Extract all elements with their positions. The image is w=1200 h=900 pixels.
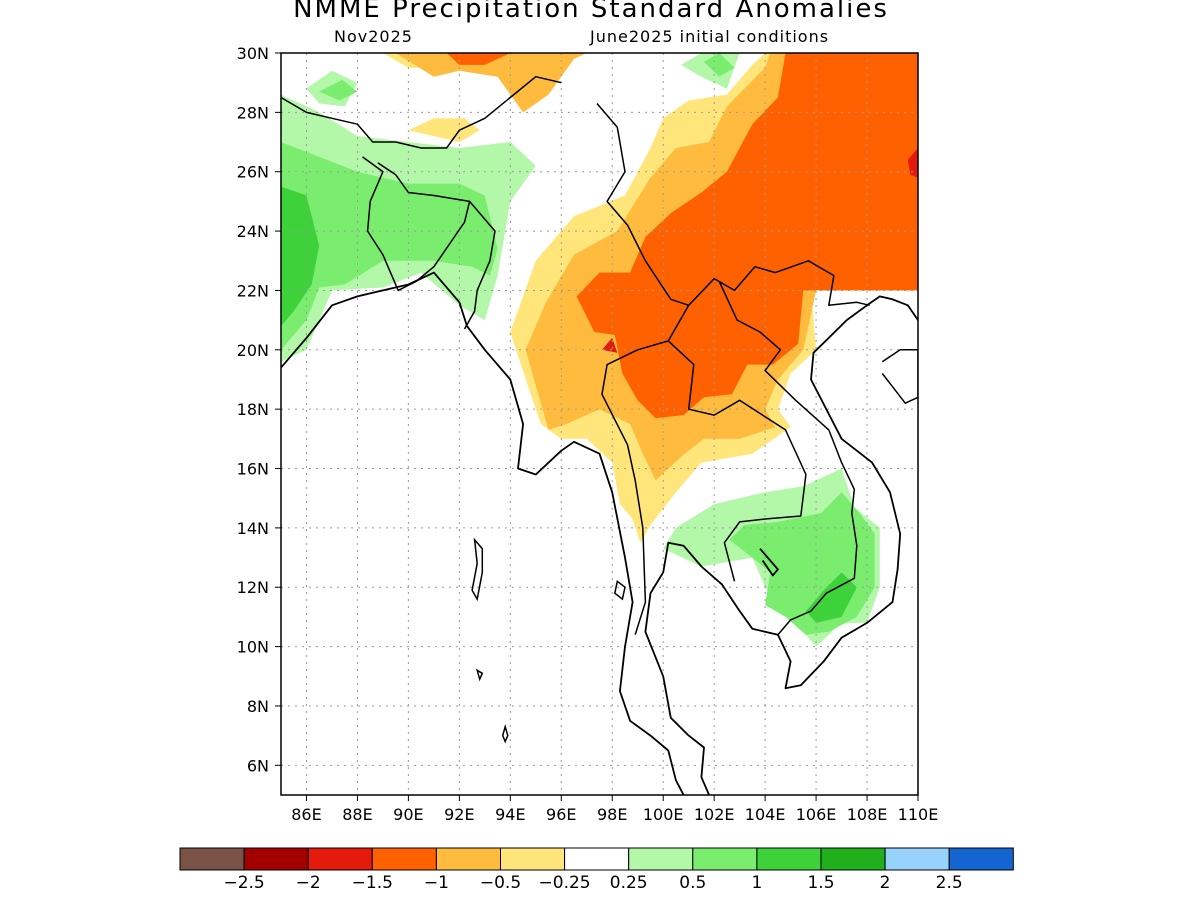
colorbar-label-11: 2.5 — [936, 873, 963, 893]
x-tick-label-88E: 88E — [342, 805, 372, 824]
island-mergui — [613, 579, 626, 601]
x-tick-label-110E: 110E — [898, 805, 939, 824]
colorbar-label-3: −1 — [424, 873, 449, 893]
x-tick-label-102E: 102E — [694, 805, 735, 824]
colorbar-swatch-2 — [307, 847, 373, 871]
y-tick-label-16N: 16N — [237, 460, 269, 479]
colorbar-label-0: −2.5 — [223, 873, 264, 893]
border-laos — [688, 260, 870, 307]
island-great-nicobar — [501, 723, 509, 744]
coastlines-borders — [281, 75, 918, 795]
anomaly-region-9 — [805, 572, 857, 623]
colorbar-label-7: 0.5 — [679, 873, 706, 893]
border-myanmar-china — [596, 103, 689, 307]
y-tick-label-8N: 8N — [247, 697, 269, 716]
x-tick-label-92E: 92E — [444, 805, 474, 824]
colorbar-swatch-8 — [692, 847, 758, 871]
border-thailand-laos — [667, 340, 807, 582]
colorbar-swatch-10 — [820, 847, 886, 871]
y-tick-label-22N: 22N — [237, 281, 269, 300]
colorbar-swatch-1 — [243, 847, 309, 871]
axis-ticks: 86E 88E 90E 92E 94E 96E 98E 100E 102E 104E 106E 108… — [237, 44, 939, 824]
x-tick-label-98E: 98E — [597, 805, 627, 824]
colorbar-label-5: −0.25 — [539, 873, 591, 893]
y-tick-label-30N: 30N — [237, 44, 269, 63]
chart-subtitle-left: Nov2025 — [334, 27, 413, 46]
x-tick-label-86E: 86E — [291, 805, 321, 824]
anomaly-region-13 — [395, 53, 587, 113]
colorbar-label-10: 2 — [880, 873, 891, 893]
y-tick-label-28N: 28N — [237, 103, 269, 122]
map-gridlines — [281, 53, 918, 795]
border-bangladesh — [362, 156, 471, 292]
x-tick-label-104E: 104E — [745, 805, 786, 824]
anomaly-region-5 — [319, 79, 358, 101]
chart-title: NMME Precipitation Standard Anomalies — [293, 0, 889, 24]
colorbar-swatch-9 — [756, 847, 822, 871]
x-tick-label-96E: 96E — [546, 805, 576, 824]
y-tick-label-26N: 26N — [237, 163, 269, 182]
y-tick-label-14N: 14N — [237, 519, 269, 538]
x-tick-label-90E: 90E — [393, 805, 423, 824]
colorbar-swatch-6 — [564, 847, 630, 871]
x-tick-label-94E: 94E — [495, 805, 525, 824]
y-tick-label-18N: 18N — [237, 400, 269, 419]
colorbar-swatch-0 — [179, 847, 245, 871]
anomaly-region-17 — [907, 148, 918, 178]
border-laos-vietnam — [718, 281, 858, 636]
border-myanmar-thailand — [601, 304, 690, 635]
anomaly-region-8 — [281, 186, 320, 327]
y-tick-label-10N: 10N — [237, 638, 269, 657]
y-tick-label-20N: 20N — [237, 341, 269, 360]
colorbar-label-6: 0.25 — [610, 873, 648, 893]
colorbar-label-1: −2 — [296, 873, 321, 893]
colorbar-swatch-11 — [884, 847, 950, 871]
coastline-gulf-of-thailand — [644, 295, 918, 795]
border-india-myanmar — [463, 200, 496, 330]
colorbar-label-9: 1.5 — [807, 873, 834, 893]
colorbar-label-2: −1.5 — [352, 873, 393, 893]
colorbar-swatch-3 — [371, 847, 437, 871]
anomaly-region-15 — [446, 53, 511, 65]
y-tick-label-12N: 12N — [237, 578, 269, 597]
y-tick-label-24N: 24N — [237, 222, 269, 241]
x-tick-label-100E: 100E — [643, 805, 684, 824]
border-himalaya-nepal — [281, 75, 562, 149]
colorbar: −2.5 −2 −1.5 −1 −0.5 −0.25 0.25 0.5 1 1.5 2 2.5 — [179, 847, 1014, 893]
anomaly-region-4 — [281, 142, 498, 350]
coastline-bay-of-bengal-west — [281, 271, 685, 795]
island-andaman — [471, 537, 484, 602]
chart-subtitle-right: June2025 initial conditions — [590, 27, 830, 46]
colorbar-label-4: −0.5 — [480, 873, 521, 893]
anomaly-region-16 — [576, 53, 918, 419]
colorbar-swatch-4 — [435, 847, 501, 871]
anomaly-region-11 — [408, 118, 480, 142]
anomaly-region-18 — [602, 337, 618, 353]
island-nicobar — [475, 668, 484, 682]
colorbar-label-8: 1 — [751, 873, 762, 893]
colorbar-swatch-7 — [628, 847, 694, 871]
border-hainan-coast — [881, 349, 918, 404]
anomaly-region-6 — [704, 53, 735, 77]
y-tick-label-6N: 6N — [247, 756, 269, 775]
map-frame — [280, 52, 919, 796]
x-tick-label-108E: 108E — [847, 805, 888, 824]
anomaly-fills — [281, 53, 918, 647]
colorbar-swatch-5 — [500, 847, 566, 871]
coastline-cambodia-lake — [759, 548, 779, 577]
colorbar-swatch-12 — [948, 847, 1014, 871]
x-tick-label-106E: 106E — [796, 805, 837, 824]
